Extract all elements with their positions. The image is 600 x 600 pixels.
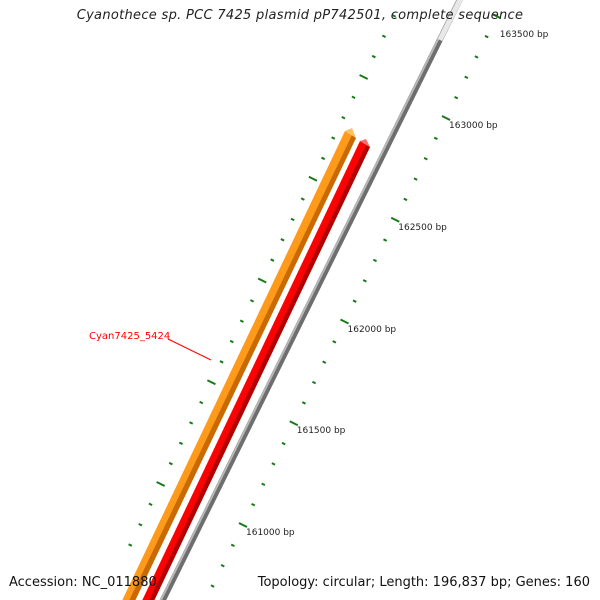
major-tick (257, 277, 267, 284)
minor-tick (301, 401, 306, 405)
minor-tick (311, 380, 317, 385)
gene-label-leader (167, 338, 212, 361)
minor-tick (138, 522, 143, 527)
major-tick (238, 522, 248, 528)
minor-tick (199, 400, 204, 405)
minor-tick (230, 543, 235, 548)
major-tick (441, 115, 451, 121)
gene-label[interactable]: Cyan7425_5424 (89, 331, 171, 342)
minor-tick (251, 502, 256, 507)
major-tick (308, 175, 318, 182)
major-tick (289, 420, 299, 427)
minor-tick (148, 502, 153, 507)
minor-tick (433, 136, 438, 141)
minor-tick (290, 217, 295, 222)
forward-gene-bar[interactable] (120, 128, 356, 600)
minor-tick (168, 461, 173, 466)
minor-tick (464, 75, 469, 79)
minor-tick (381, 34, 387, 38)
minor-tick (271, 462, 276, 466)
map-title: Cyanothece sp. PCC 7425 plasmid pP742501… (76, 8, 524, 23)
minor-tick (210, 584, 215, 588)
major-tick (390, 216, 400, 223)
minor-tick (229, 339, 234, 344)
ruler-label: 163000 bp (449, 121, 498, 131)
reverse-gene-bar-cyan7425-5424[interactable] (140, 139, 370, 600)
major-tick (156, 481, 166, 487)
minor-tick (454, 95, 459, 100)
minor-tick (322, 360, 327, 364)
ruler-label: 162000 bp (347, 324, 397, 335)
minor-tick (239, 319, 244, 323)
backbone-ring (159, 0, 463, 600)
minor-tick (300, 197, 305, 201)
minor-tick (280, 238, 285, 242)
minor-tick (219, 360, 224, 364)
major-tick (340, 318, 349, 325)
minor-tick (178, 441, 184, 445)
minor-tick (423, 157, 428, 161)
accession-text: Accession: NC_011880 (9, 575, 157, 590)
minor-tick (332, 340, 337, 344)
minor-tick (403, 197, 408, 202)
minor-tick (413, 177, 418, 181)
minor-tick (372, 258, 378, 263)
minor-tick (474, 55, 479, 59)
major-tick (359, 74, 369, 80)
ruler-ticks (128, 13, 502, 588)
minor-tick (261, 482, 266, 486)
major-tick (206, 379, 216, 386)
minor-tick (220, 564, 225, 568)
minor-tick (484, 34, 489, 39)
ruler-label: 162500 bp (398, 222, 447, 233)
minor-tick (371, 54, 376, 59)
minor-tick (392, 14, 397, 18)
minor-tick (362, 279, 367, 283)
minor-tick (352, 299, 357, 303)
ruler-label: 161000 bp (246, 528, 295, 538)
minor-tick (270, 258, 275, 262)
minor-tick (383, 238, 388, 242)
ruler-label: 161500 bp (296, 426, 346, 437)
minor-tick (128, 543, 133, 547)
minor-tick (281, 441, 286, 446)
minor-tick (341, 115, 346, 120)
minor-tick (331, 136, 336, 140)
minor-tick (351, 95, 356, 100)
minor-tick (249, 299, 255, 303)
major-tick (492, 13, 502, 20)
minor-tick (189, 421, 194, 425)
minor-tick (321, 156, 326, 161)
ruler-label: 163500 bp (499, 30, 549, 40)
sequence-stats: Topology: circular; Length: 196,837 bp; … (257, 575, 590, 590)
